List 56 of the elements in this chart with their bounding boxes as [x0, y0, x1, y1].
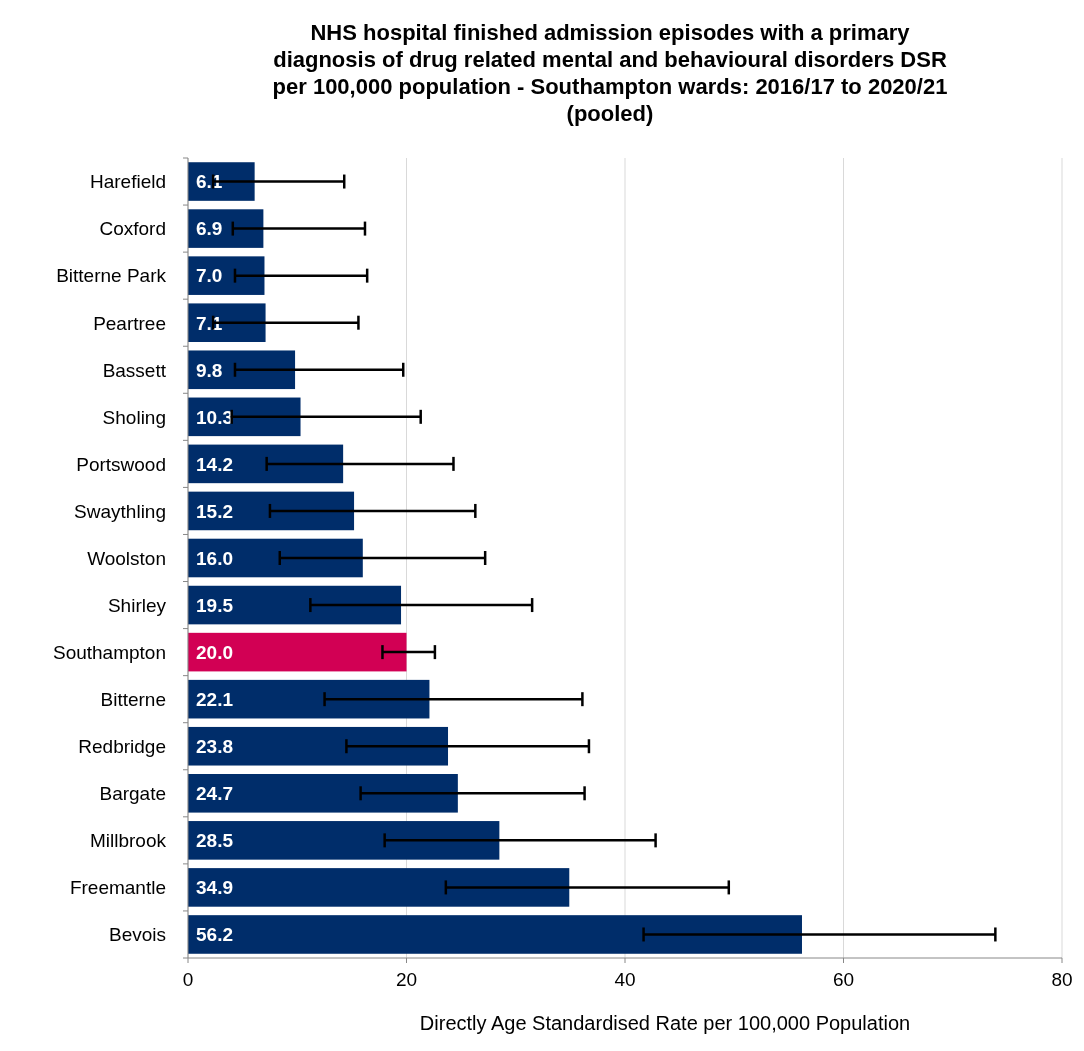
- data-label: 10.3: [196, 406, 233, 428]
- bar: [188, 538, 363, 578]
- bar: [188, 632, 407, 672]
- data-label: 7.0: [196, 265, 223, 287]
- data-label: 22.1: [196, 689, 234, 711]
- bar: [188, 726, 449, 766]
- data-label: 9.8: [196, 359, 223, 381]
- y-tick-label: Bassett: [102, 359, 167, 381]
- data-label: 16.0: [196, 547, 233, 569]
- y-tick-label: Bevois: [108, 924, 166, 946]
- y-tick-label: Bitterne Park: [56, 265, 167, 287]
- bar: [188, 162, 255, 201]
- x-tick-label: 40: [614, 969, 636, 990]
- bar: [188, 868, 570, 907]
- bar: [188, 444, 344, 484]
- y-tick-label: Woolston: [87, 547, 166, 569]
- x-tick-label: 0: [182, 969, 194, 990]
- bar: [188, 679, 430, 719]
- bar: [188, 774, 458, 813]
- bar: [188, 303, 266, 342]
- y-tick-label: Millbrook: [89, 830, 167, 852]
- y-tick-label: Sholing: [102, 406, 166, 428]
- bar: [188, 585, 402, 625]
- bar: [188, 915, 802, 954]
- y-tick-label: Peartree: [93, 312, 166, 334]
- data-label: 19.5: [196, 594, 234, 616]
- bar: [188, 256, 265, 295]
- data-label: 23.8: [196, 736, 233, 758]
- bar: [188, 397, 301, 437]
- data-label: 34.9: [196, 877, 233, 899]
- chart-title: NHS hospital finished admission episodes with a primary diagnosis of drug related mental and behavioural disorders DSR per 100,000 population - Southampton wards: 2016/17 to 2020/21 (pooled): [272, 20, 948, 126]
- bar: [188, 209, 264, 248]
- data-label: 20.0: [196, 641, 233, 663]
- data-label: 24.7: [196, 783, 233, 805]
- x-tick-label: 20: [395, 969, 418, 990]
- y-tick-label: Southampton: [52, 641, 166, 663]
- data-label: 14.2: [196, 453, 233, 475]
- y-tick-label: Redbridge: [78, 736, 166, 758]
- y-tick-label: Portswood: [76, 453, 166, 475]
- data-label: 15.2: [196, 500, 233, 522]
- y-tick-label: Swaythling: [74, 500, 166, 522]
- bar: [188, 491, 355, 531]
- y-tick-label: Shirley: [107, 594, 167, 616]
- y-tick-label: Freemantle: [69, 877, 166, 899]
- y-tick-label: Bitterne: [100, 689, 166, 711]
- bar: [188, 821, 500, 860]
- data-label: 6.9: [196, 218, 223, 240]
- y-tick-label: Coxford: [99, 218, 166, 240]
- y-tick-label: Harefield: [89, 171, 166, 193]
- data-label: 56.2: [196, 924, 233, 946]
- bar: [188, 350, 296, 390]
- y-tick-label: Bargate: [99, 783, 166, 805]
- x-tick-label: 80: [1051, 969, 1073, 990]
- x-tick-label: 60: [832, 969, 855, 990]
- data-label: 28.5: [196, 830, 234, 852]
- x-axis-title: Directly Age Standardised Rate per 100,000 Population: [419, 1012, 911, 1034]
